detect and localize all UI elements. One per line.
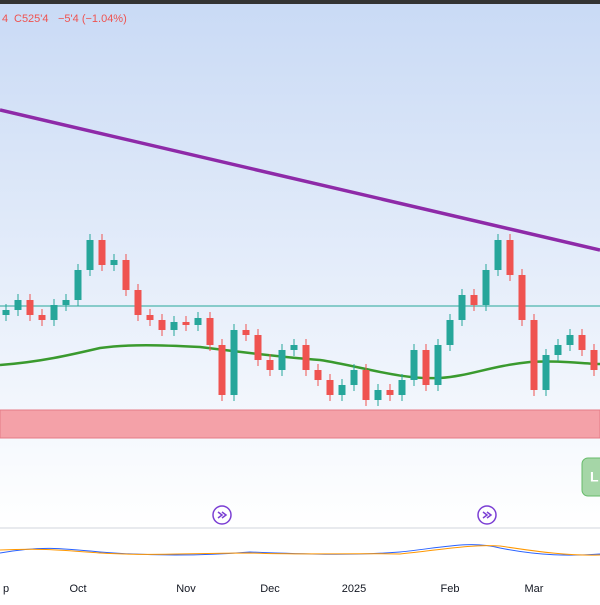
candle-body — [386, 390, 394, 395]
moving-average — [0, 344, 600, 380]
candle-body — [158, 320, 166, 330]
candle-body — [290, 345, 298, 350]
candle-body — [446, 320, 454, 345]
candle-body — [566, 335, 574, 345]
candle-body — [590, 350, 598, 370]
candles — [2, 234, 598, 406]
candle-body — [482, 270, 490, 305]
candle-body — [206, 318, 214, 345]
candle-body — [134, 290, 142, 315]
candle-body — [254, 335, 262, 360]
signal-line — [0, 545, 600, 556]
candle-body — [326, 380, 334, 395]
x-tick-label: Nov — [176, 583, 196, 595]
candle-body — [362, 370, 370, 400]
candle-body — [218, 345, 226, 395]
candle-body — [146, 315, 154, 320]
candle-body — [62, 300, 70, 305]
candle-body — [338, 385, 346, 395]
candle-body — [26, 300, 34, 315]
candle-body — [122, 260, 130, 290]
candle-body — [578, 335, 586, 350]
candle-body — [50, 305, 58, 320]
candle-body — [278, 350, 286, 370]
candle-body — [554, 345, 562, 355]
x-tick-label: Mar — [525, 583, 544, 595]
candle-body — [14, 300, 22, 310]
header-open: 4 — [2, 13, 8, 25]
candle-body — [194, 318, 202, 325]
candle-body — [302, 345, 310, 370]
candle-body — [458, 295, 466, 320]
candle-body — [170, 322, 178, 330]
candle-body — [98, 240, 106, 265]
long-button[interactable] — [581, 457, 600, 497]
candle-body — [266, 360, 274, 370]
candle-body — [314, 370, 322, 380]
candle-body — [542, 355, 550, 390]
candle-body — [182, 322, 190, 325]
long-button-label: L — [590, 469, 599, 485]
x-tick-label: Feb — [441, 583, 460, 595]
candle-body — [410, 350, 418, 380]
x-tick-label: p — [3, 583, 9, 595]
candle-body — [530, 320, 538, 390]
candle-body — [2, 310, 10, 315]
candle-body — [470, 295, 478, 305]
candle-body — [422, 350, 430, 385]
header-change: −5'4 (−1.04%) — [58, 13, 127, 25]
event-icon-glyph — [482, 511, 493, 519]
candle-body — [350, 370, 358, 385]
x-tick-label: Oct — [69, 583, 86, 595]
candle-body — [506, 240, 514, 275]
top-bar — [0, 0, 600, 4]
candle-body — [494, 240, 502, 270]
candle-body — [434, 345, 442, 385]
event-icon-glyph — [217, 511, 228, 519]
time-axis — [0, 576, 600, 600]
candle-body — [230, 330, 238, 395]
trend-line — [0, 108, 600, 252]
x-tick-label: 2025 — [342, 583, 366, 595]
candle-body — [398, 380, 406, 395]
header-close: C525'4 — [14, 13, 49, 25]
zone — [0, 409, 600, 439]
candle-body — [518, 275, 526, 320]
candle-body — [86, 240, 94, 270]
candle-body — [74, 270, 82, 300]
candle-body — [110, 260, 118, 265]
candle-body — [374, 390, 382, 400]
x-tick-label: Dec — [260, 583, 280, 595]
candle-body — [38, 315, 46, 320]
candle-body — [242, 330, 250, 335]
